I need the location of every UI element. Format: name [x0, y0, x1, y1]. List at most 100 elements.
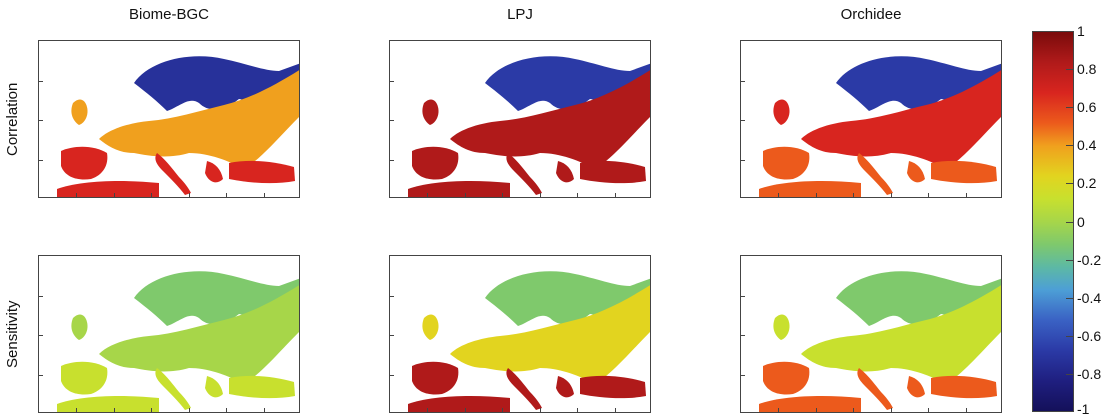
region-iberia — [763, 361, 810, 395]
colorbar-tick — [1066, 183, 1074, 185]
map-panel-sensitivity-biome-bgc — [38, 255, 300, 413]
axis-tick — [390, 120, 394, 121]
colorbar-tick-label: 1 — [1077, 23, 1085, 39]
region-turkey — [580, 160, 646, 184]
region-greece — [907, 376, 925, 398]
region-north-africa — [57, 181, 159, 197]
axis-tick — [965, 408, 967, 412]
region-iberia — [61, 361, 108, 395]
region-uk — [773, 99, 790, 125]
colorbar-tick — [1066, 335, 1074, 337]
region-italy — [155, 368, 191, 410]
region-north-africa — [759, 181, 861, 197]
colorbar-tick — [1066, 373, 1074, 375]
axis-tick — [39, 335, 43, 336]
region-central-europe — [450, 285, 650, 384]
region-central-europe — [801, 285, 1001, 384]
row-label-sensitivity: Sensitivity — [4, 300, 21, 368]
region-central-europe — [801, 70, 1001, 169]
colorbar-tick — [1066, 31, 1074, 32]
region-turkey — [931, 160, 997, 184]
europe-map — [57, 271, 299, 412]
axis-tick — [188, 193, 190, 197]
column-title-orchidee: Orchidee — [840, 6, 902, 23]
axis-tick — [390, 335, 394, 336]
axis-tick — [39, 295, 43, 297]
region-central-europe — [99, 70, 299, 169]
region-turkey — [931, 375, 997, 399]
colorbar-tick — [1066, 145, 1074, 147]
colorbar-tick — [1066, 259, 1074, 261]
axis-tick — [39, 80, 43, 82]
axis-tick — [390, 80, 394, 82]
colorbar-tick — [1066, 411, 1074, 412]
axis-tick — [928, 193, 930, 197]
axis-tick — [188, 408, 190, 412]
axis-tick — [539, 193, 541, 197]
axis-tick — [853, 408, 855, 412]
region-iberia — [412, 361, 459, 395]
axis-tick — [577, 408, 579, 412]
region-uk — [773, 314, 790, 340]
map-panel-sensitivity-lpj — [389, 255, 651, 413]
axis-tick — [39, 159, 43, 161]
axis-tick — [76, 193, 78, 197]
colorbar-tick — [1066, 107, 1074, 109]
axis-tick — [464, 193, 466, 197]
region-central-europe — [450, 70, 650, 169]
europe-map — [759, 56, 1001, 197]
map-panel-correlation-orchidee — [740, 40, 1002, 198]
axis-tick — [390, 374, 394, 376]
region-turkey — [580, 375, 646, 399]
axis-tick — [614, 408, 616, 412]
column-title-biome-bgc: Biome-BGC — [128, 6, 210, 23]
region-greece — [205, 161, 223, 183]
axis-tick — [577, 193, 579, 197]
colorbar-tick-label: -1 — [1077, 401, 1090, 417]
europe-map — [408, 56, 650, 197]
axis-tick — [39, 120, 43, 121]
colorbar-tick — [1066, 221, 1074, 223]
axis-tick — [226, 408, 228, 412]
europe-map — [759, 271, 1001, 412]
row-label-correlation: Correlation — [4, 82, 21, 156]
region-italy — [857, 153, 893, 195]
axis-tick — [502, 408, 504, 412]
axis-tick — [113, 193, 115, 197]
axis-tick — [928, 408, 930, 412]
axis-tick — [741, 374, 745, 376]
map-panel-correlation-biome-bgc — [38, 40, 300, 198]
axis-tick — [965, 193, 967, 197]
colorbar-tick-label: -0.4 — [1077, 289, 1102, 306]
region-italy — [857, 368, 893, 410]
region-uk — [422, 99, 439, 125]
axis-tick — [263, 408, 265, 412]
region-italy — [506, 368, 542, 410]
colorbar-tick — [1066, 69, 1074, 71]
region-italy — [506, 153, 542, 195]
region-uk — [71, 99, 88, 125]
region-central-europe — [99, 285, 299, 384]
axis-tick — [890, 408, 892, 412]
colorbar-tick-label: -0.6 — [1077, 327, 1102, 344]
europe-map — [408, 271, 650, 412]
region-north-africa — [759, 396, 861, 412]
axis-tick — [427, 193, 429, 197]
map-panel-sensitivity-orchidee — [740, 255, 1002, 413]
axis-tick — [815, 408, 817, 412]
axis-tick — [226, 193, 228, 197]
colorbar-tick-label: -0.8 — [1077, 365, 1102, 382]
axis-tick — [741, 80, 745, 82]
europe-map — [57, 56, 299, 197]
colorbar-tick-label: 0.2 — [1077, 175, 1097, 192]
region-north-africa — [408, 396, 510, 412]
axis-tick — [263, 193, 265, 197]
axis-tick — [778, 193, 780, 197]
region-north-africa — [408, 181, 510, 197]
region-iberia — [61, 146, 108, 180]
axis-tick — [390, 159, 394, 161]
axis-tick — [890, 193, 892, 197]
colorbar-tick-label: -0.2 — [1077, 251, 1102, 268]
axis-tick — [741, 159, 745, 161]
axis-tick — [539, 408, 541, 412]
